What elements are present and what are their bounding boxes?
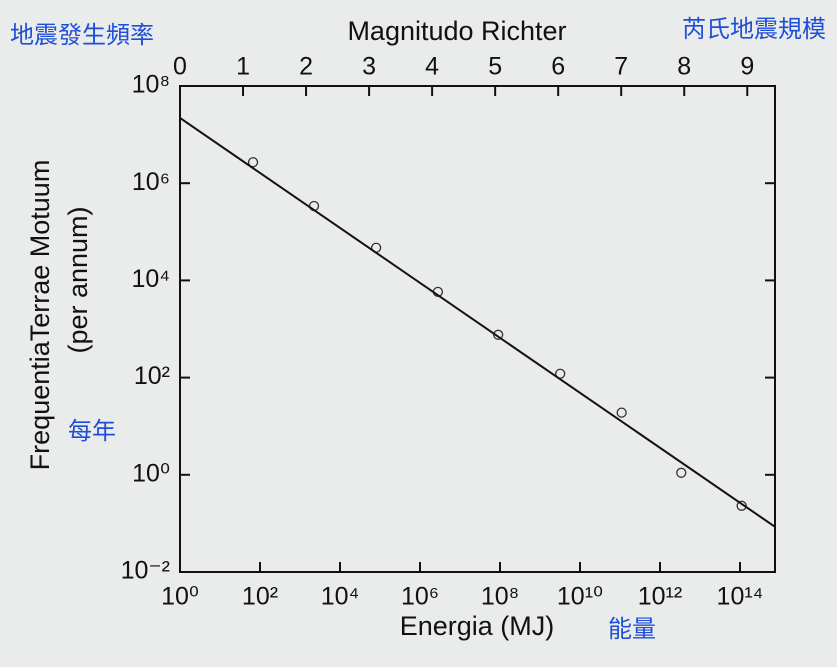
plot-frame (179, 85, 776, 573)
fit-line (179, 117, 776, 528)
x2-tick-label: 4 (425, 53, 439, 81)
annotation: 每年 (68, 417, 116, 445)
x2-tick-label: 6 (551, 53, 565, 81)
y-tick-label: 10⁻² (121, 557, 170, 585)
x-tick-label: 10⁰ (161, 583, 199, 611)
x2-tick-label: 9 (740, 53, 754, 81)
annotation: 芮氏地震規模 (682, 15, 826, 43)
y-tick-label: 10² (134, 362, 170, 390)
data-point (676, 467, 687, 478)
y-axis-subtitle: (per annum) (63, 206, 93, 353)
x-tick-label: 10² (242, 583, 278, 611)
x2-tick-label: 3 (362, 53, 376, 81)
x-axis-title: Energia (MJ) (400, 611, 555, 641)
x2-tick-label: 2 (299, 53, 313, 81)
annotation: 能量 (608, 615, 656, 643)
data-point (247, 157, 259, 168)
data-point (493, 329, 504, 340)
y-tick-label: 10⁰ (132, 459, 170, 487)
x2-tick-label: 5 (488, 53, 502, 81)
x2-tick-label: 1 (236, 53, 250, 81)
y-tick-label: 10⁶ (132, 168, 170, 196)
x-tick-label: 10⁴ (321, 583, 360, 611)
x-tick-label: 10⁸ (481, 583, 519, 611)
x2-tick-label: 8 (677, 53, 691, 81)
x2-axis-title: Magnitudo Richter (347, 16, 566, 46)
x-tick-label: 10¹⁰ (557, 583, 603, 611)
y-tick-label: 10⁸ (132, 71, 170, 99)
x2-tick-label: 0 (173, 53, 187, 81)
x-tick-label: 10¹⁴ (717, 583, 764, 611)
y-tick-label: 10⁴ (131, 265, 170, 293)
x-tick-label: 10¹² (638, 583, 682, 611)
x-tick-label: 10⁶ (401, 583, 439, 611)
annotation: 地震發生頻率 (10, 21, 154, 49)
y-axis-title: FrequentiaTerrae Motuum (25, 160, 55, 471)
x2-tick-label: 7 (614, 53, 628, 81)
data-point (616, 407, 627, 418)
